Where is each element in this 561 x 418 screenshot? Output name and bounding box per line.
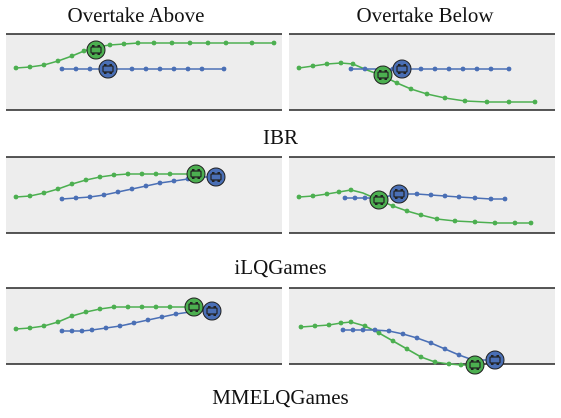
green-vehicle-waypoints [13,171,173,200]
green-vehicle-icon [369,190,389,210]
blue-vehicle-icon [485,350,505,370]
road-lane [289,34,555,110]
row-label-ilqgames: iLQGames [234,255,327,279]
green-vehicle-waypoints [13,40,277,71]
panel-mmelqgames-overtake-below [289,286,555,375]
blue-vehicle-waypoints [59,66,227,72]
blue-vehicle-icon [202,301,222,321]
panel-ilqgames-overtake-below [289,155,555,235]
blue-vehicle-waypoints [348,66,512,72]
column-title-overtake-above: Overtake Above [67,3,205,27]
green-vehicle-waypoints [298,319,464,368]
blue-vehicle-waypoints [340,327,462,358]
trajectory-plot [289,33,555,111]
green-vehicle-waypoints [13,304,173,332]
panel-mmelqgames-overtake-above [6,286,282,366]
trajectory-plot [289,287,555,375]
road-lane [6,288,282,364]
trajectory-plot [6,33,282,111]
blue-vehicle-icon [392,59,412,79]
trajectory-plot [6,287,282,365]
row-label-mmelqgames: MMELQGames [212,385,349,409]
blue-vehicle-icon [389,184,409,204]
row-label-ibr: IBR [262,125,298,149]
trajectory-plot [6,156,282,234]
road-lane [289,288,555,364]
green-vehicle-icon [186,164,206,184]
road-lane [6,34,282,110]
panel-ilqgames-overtake-above [6,155,282,235]
trajectory-plot [289,156,555,234]
blue-vehicle-icon [206,167,226,187]
panel-ibr-overtake-below [289,32,555,112]
road-lane [6,157,282,233]
green-vehicle-icon [184,297,204,317]
green-vehicle-icon [465,355,485,375]
blue-vehicle-waypoints [59,176,191,202]
blue-vehicle-waypoints [59,309,193,334]
column-title-overtake-below: Overtake Below [356,3,494,27]
green-vehicle-icon [86,40,106,60]
green-vehicle-path [298,189,531,224]
panel-ibr-overtake-above [6,32,282,112]
green-vehicle-waypoints [296,60,538,105]
green-vehicle-waypoints [296,187,534,226]
blue-vehicle-icon [98,59,118,79]
blue-vehicle-waypoints [342,191,508,202]
green-vehicle-icon [373,65,393,85]
